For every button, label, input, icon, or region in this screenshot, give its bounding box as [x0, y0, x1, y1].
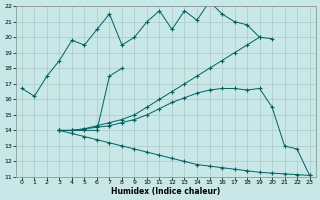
- X-axis label: Humidex (Indice chaleur): Humidex (Indice chaleur): [111, 187, 220, 196]
